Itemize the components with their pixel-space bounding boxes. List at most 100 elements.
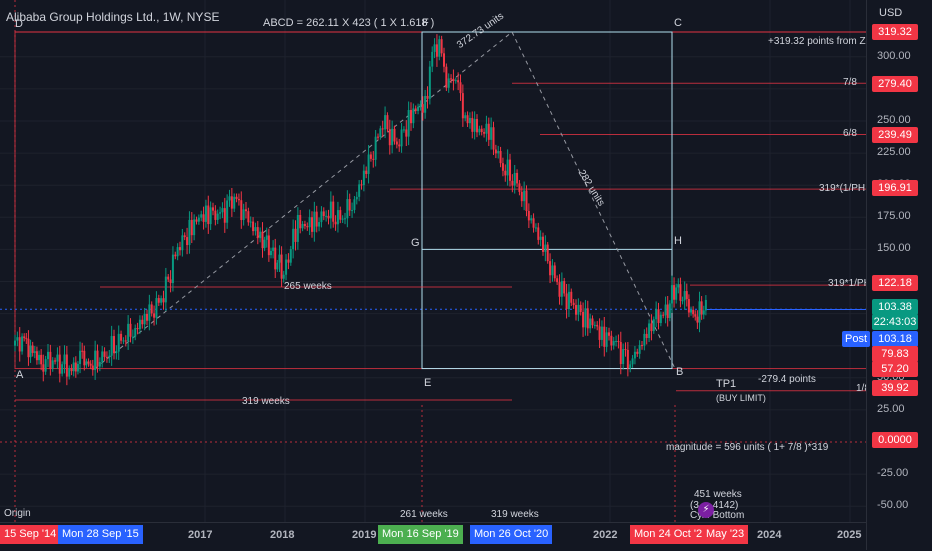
candle-body [176,247,179,257]
candle-body [247,211,250,223]
candle-body [624,349,627,351]
price-tick: -50.00 [877,499,909,512]
candle-body [450,78,453,80]
candle-body [421,104,424,113]
candle-body [532,218,535,228]
candle-body [598,326,601,340]
candle-body [204,205,207,222]
candle-body [160,298,163,303]
date-tag: Mon 16 Sep '19 [378,525,463,544]
candle-body [40,354,43,365]
candle-body [167,276,170,280]
candle-body [405,129,408,137]
candle-body [687,299,690,313]
candle-body [417,106,420,111]
candle-body [440,39,443,54]
candle-body [267,235,270,256]
tp1-label: TP1 [716,378,737,390]
candle-body [61,364,64,374]
candle-body [14,340,16,346]
candle-body [332,201,335,222]
candle-body [148,304,151,321]
candle-body [188,219,191,246]
candle-body [47,351,49,360]
candle-body [516,172,519,184]
candle-body [369,154,372,159]
candle-body [459,82,462,94]
candle-body [256,227,259,239]
price-tag: 103.38 [872,299,918,315]
candle-body [497,151,500,154]
weeks-451-label: 451 weeks [694,489,742,500]
candle-body [179,247,181,251]
candle-body [523,190,526,202]
candle-body [681,300,684,302]
candle-body [51,360,54,369]
diag-ad-line [94,31,513,369]
candle-body [334,221,337,225]
candle-body [58,354,61,374]
candle-body [560,281,563,297]
time-tick: 2022 [593,529,618,541]
candle-body [509,159,511,181]
candle-body [412,108,415,124]
candle-body [511,180,514,186]
candle-body [492,127,495,150]
candle-body [115,351,118,354]
candle-body [457,80,460,83]
candle-body [94,350,97,371]
candle-body [146,313,148,321]
candle-body [466,115,469,124]
date-tag: Mon 28 Sep '15 [58,525,143,544]
candle-body [186,237,189,246]
candle-body [346,199,349,219]
candle-body [207,205,210,225]
candle-body [652,319,655,332]
candle-body [428,66,431,99]
candle-body [542,236,544,252]
candle-body [261,231,264,249]
candle-body [18,337,21,352]
candle-body [608,332,610,336]
candle-body [197,217,200,222]
weeks-265-label: 265 weeks [284,281,332,292]
candle-body [407,110,410,137]
candle-body [476,118,478,133]
candle-body [141,319,144,325]
candle-body [276,262,279,270]
candle-body [494,149,497,154]
candle-body [619,341,622,365]
candle-body [694,314,697,317]
candle-body [527,210,530,221]
point-g-label: G [411,237,420,249]
candle-body [83,350,86,366]
candle-body [209,207,212,225]
candle-body [657,309,660,324]
weeks-261-label: 261 weeks [400,509,448,520]
candle-body [289,249,292,263]
candle-body [242,209,245,221]
candle-body [544,244,547,252]
price-tag: 22:43:03 [872,314,918,330]
point-c-label: C [674,17,682,29]
candle-body [339,210,342,220]
candle-body [677,284,680,288]
candle-body [605,332,608,347]
candle-body [101,351,104,362]
minus-points-label: -279.4 points [758,374,816,385]
candle-body [56,354,59,362]
candle-body [235,196,238,199]
candle-body [513,172,516,186]
candle-body [471,117,474,132]
candle-body [216,213,219,220]
candle-body [435,44,438,57]
candle-body [21,336,24,352]
candle-body [384,115,387,130]
lightning-icon[interactable]: ⚡ [698,502,714,518]
candle-body [485,123,488,134]
candle-body [662,314,665,316]
candle-body [33,351,36,353]
candle-body [650,323,653,332]
